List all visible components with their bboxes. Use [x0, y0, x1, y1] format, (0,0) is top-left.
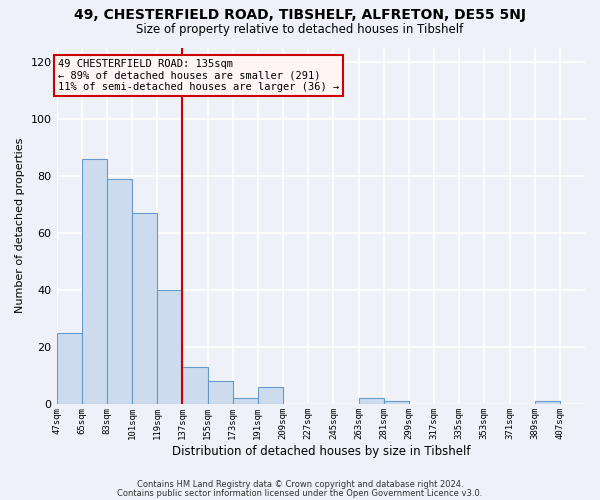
Bar: [208, 381, 233, 404]
Bar: [56, 332, 82, 404]
Bar: [233, 398, 258, 404]
Bar: [182, 367, 208, 404]
Bar: [383, 401, 409, 404]
Bar: [157, 290, 182, 404]
Text: 49, CHESTERFIELD ROAD, TIBSHELF, ALFRETON, DE55 5NJ: 49, CHESTERFIELD ROAD, TIBSHELF, ALFRETO…: [74, 8, 526, 22]
Text: Contains public sector information licensed under the Open Government Licence v3: Contains public sector information licen…: [118, 488, 482, 498]
Text: Size of property relative to detached houses in Tibshelf: Size of property relative to detached ho…: [136, 22, 464, 36]
Bar: [132, 213, 157, 404]
Text: 49 CHESTERFIELD ROAD: 135sqm
← 89% of detached houses are smaller (291)
11% of s: 49 CHESTERFIELD ROAD: 135sqm ← 89% of de…: [58, 59, 339, 92]
Text: Contains HM Land Registry data © Crown copyright and database right 2024.: Contains HM Land Registry data © Crown c…: [137, 480, 463, 489]
X-axis label: Distribution of detached houses by size in Tibshelf: Distribution of detached houses by size …: [172, 444, 470, 458]
Bar: [82, 158, 107, 404]
Y-axis label: Number of detached properties: Number of detached properties: [15, 138, 25, 314]
Bar: [359, 398, 383, 404]
Bar: [258, 387, 283, 404]
Bar: [107, 178, 132, 404]
Bar: [535, 401, 560, 404]
